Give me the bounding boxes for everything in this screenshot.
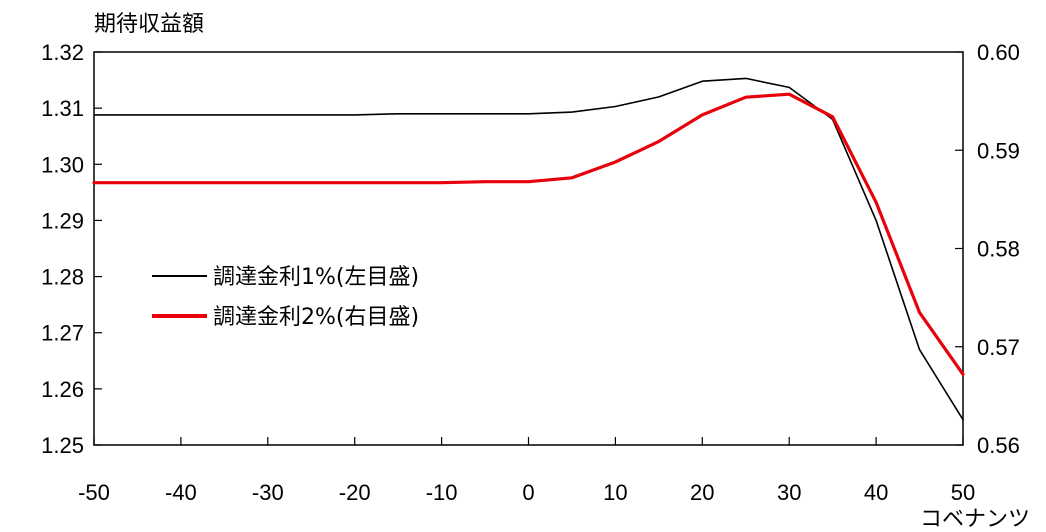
y-left-tick-label: 1.32 (41, 40, 84, 65)
legend-label-series-2: 調達金利2%(右目盛) (213, 305, 419, 330)
y-left-tick-label: 1.25 (41, 433, 84, 458)
x-tick-label: 30 (777, 480, 801, 505)
legend: 調達金利1%(左目盛) 調達金利2%(右目盛) (152, 265, 419, 330)
series-1-line (93, 77, 964, 421)
y-left-tick-label: 1.29 (41, 208, 84, 233)
y-left-axis: 1.32 1.31 1.30 1.29 1.28 1.27 1.26 1.25 (41, 40, 102, 458)
y-left-tick-label: 1.28 (41, 265, 84, 290)
series-2-line (92, 92, 965, 376)
y-left-axis-title: 期待収益額 (94, 12, 204, 37)
y-right-axis: 0.60 0.59 0.58 0.57 0.56 (955, 40, 1020, 458)
x-tick-label: -40 (165, 480, 197, 505)
x-tick-label: 20 (690, 480, 714, 505)
x-tick-label: -20 (339, 480, 371, 505)
x-tick-label: 0 (522, 480, 534, 505)
x-tick-label: -30 (252, 480, 284, 505)
series-layer (92, 77, 965, 421)
x-axis: -50 -40 -30 -20 -10 0 10 20 30 40 50 (78, 437, 975, 505)
y-right-tick-label: 0.59 (977, 138, 1020, 163)
y-left-tick-label: 1.31 (41, 96, 84, 121)
y-right-tick-label: 0.56 (977, 433, 1020, 458)
y-left-tick-label: 1.26 (41, 377, 84, 402)
plot-frame (93, 51, 964, 446)
x-tick-label: 10 (603, 480, 627, 505)
x-tick-label: 50 (951, 480, 975, 505)
y-left-tick-label: 1.30 (41, 152, 84, 177)
x-tick-label: -50 (78, 480, 110, 505)
x-axis-title: コベナンツ (920, 507, 1030, 532)
x-tick-label: 40 (864, 480, 888, 505)
y-left-tick-label: 1.27 (41, 321, 84, 346)
x-tick-label: -10 (426, 480, 458, 505)
y-right-tick-label: 0.58 (977, 237, 1020, 262)
y-right-tick-label: 0.57 (977, 335, 1020, 360)
legend-label-series-1: 調達金利1%(左目盛) (213, 265, 419, 290)
y-right-tick-label: 0.60 (977, 40, 1020, 65)
